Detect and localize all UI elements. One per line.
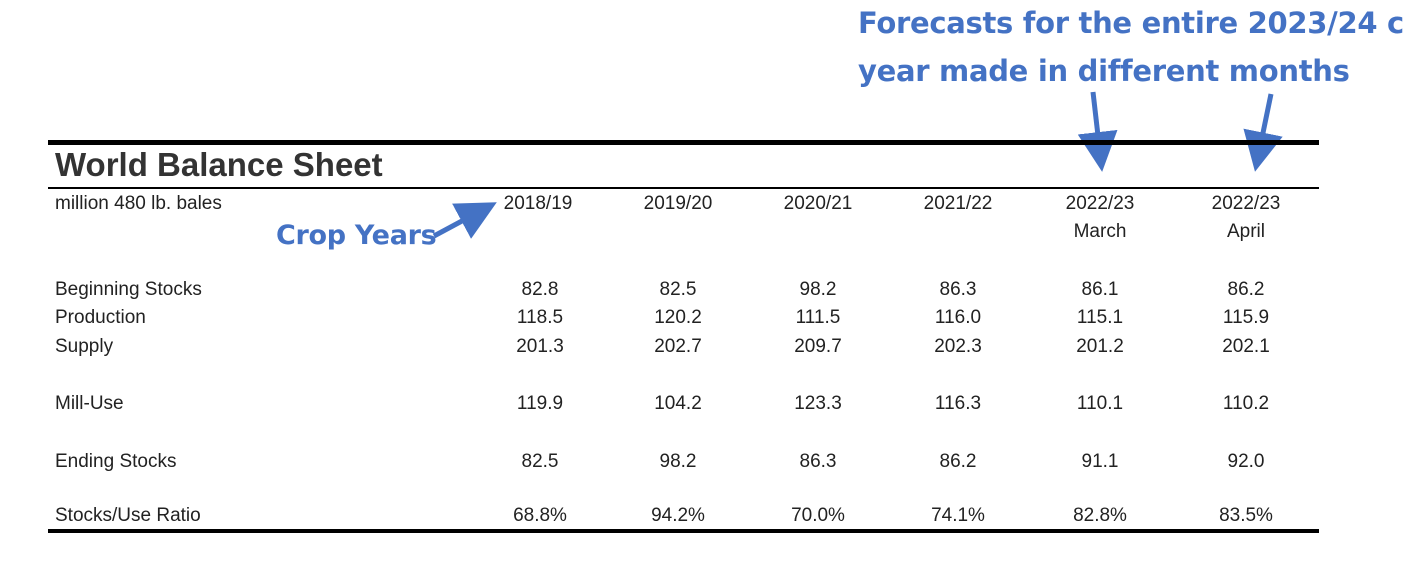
table-cell: 83.5%: [1219, 505, 1273, 526]
crop-years-arrow: [432, 202, 497, 239]
table-top-rule: [48, 140, 1319, 145]
table-cell: 119.9: [516, 393, 564, 414]
table-cell: 116.0: [934, 307, 982, 328]
column-header-year: 2021/22: [923, 193, 993, 214]
table-cell: 86.1: [1081, 279, 1119, 300]
column-header-year: 2022/23: [1211, 193, 1281, 214]
table-cell: 98.2: [799, 279, 837, 300]
table-cell: 74.1%: [931, 505, 985, 526]
table-cell: 86.3: [799, 451, 837, 472]
row-label-mill-use: Mill-Use: [55, 393, 124, 414]
table-cell: 201.3: [516, 336, 564, 357]
column-subheader-month: April: [1226, 221, 1265, 242]
row-label-production: Production: [55, 307, 146, 328]
table-cell: 70.0%: [791, 505, 845, 526]
table-cell: 86.2: [939, 451, 977, 472]
table-cell: 82.8%: [1073, 505, 1127, 526]
column-header-year: 2020/21: [783, 193, 853, 214]
row-label-beginning-stocks: Beginning Stocks: [55, 279, 202, 300]
crop-years-annotation: Crop Years: [276, 220, 437, 251]
table-cell: 82.5: [521, 451, 559, 472]
table-cell: 202.3: [934, 336, 982, 357]
table-cell: 86.2: [1227, 279, 1265, 300]
table-cell: 104.2: [654, 393, 702, 414]
table-cell: 115.9: [1222, 307, 1270, 328]
row-label-stocks-use-ratio: Stocks/Use Ratio: [55, 505, 201, 526]
column-header-year: 2019/20: [643, 193, 713, 214]
table-cell: 82.8: [521, 279, 559, 300]
column-header-year: 2018/19: [503, 193, 573, 214]
column-subheader-month: March: [1073, 221, 1127, 242]
sheet-title: World Balance Sheet: [55, 146, 383, 183]
table-cell: 94.2%: [651, 505, 705, 526]
column-header-year: 2022/23: [1065, 193, 1135, 214]
table-cell: 202.1: [1222, 336, 1270, 357]
table-cell: 118.5: [516, 307, 564, 328]
table-cell: 209.7: [794, 336, 842, 357]
table-cell: 68.8%: [513, 505, 567, 526]
table-header-rule: [48, 187, 1319, 189]
table-cell: 92.0: [1227, 451, 1265, 472]
table-cell: 115.1: [1076, 307, 1124, 328]
table-cell: 116.3: [934, 393, 982, 414]
april-forecast-arrow: [1243, 93, 1283, 172]
forecast-annotation-line1: Forecasts for the entire 2023/24 crop: [858, 6, 1403, 40]
table-cell: 86.3: [939, 279, 977, 300]
table-cell: 91.1: [1081, 451, 1119, 472]
table-cell: 202.7: [654, 336, 702, 357]
table-cell: 110.1: [1076, 393, 1124, 414]
table-cell: 110.2: [1222, 393, 1270, 414]
row-label-ending-stocks: Ending Stocks: [55, 451, 177, 472]
forecast-annotation-line2: year made in different months: [858, 54, 1350, 88]
table-cell: 111.5: [795, 307, 841, 328]
table-bottom-rule: [48, 529, 1319, 533]
units-label: million 480 lb. bales: [55, 193, 222, 214]
table-cell: 123.3: [794, 393, 842, 414]
march-forecast-arrow: [1077, 91, 1118, 172]
table-cell: 201.2: [1076, 336, 1124, 357]
table-cell: 82.5: [659, 279, 697, 300]
table-cell: 120.2: [654, 307, 702, 328]
row-label-supply: Supply: [55, 336, 114, 357]
table-cell: 98.2: [659, 451, 697, 472]
